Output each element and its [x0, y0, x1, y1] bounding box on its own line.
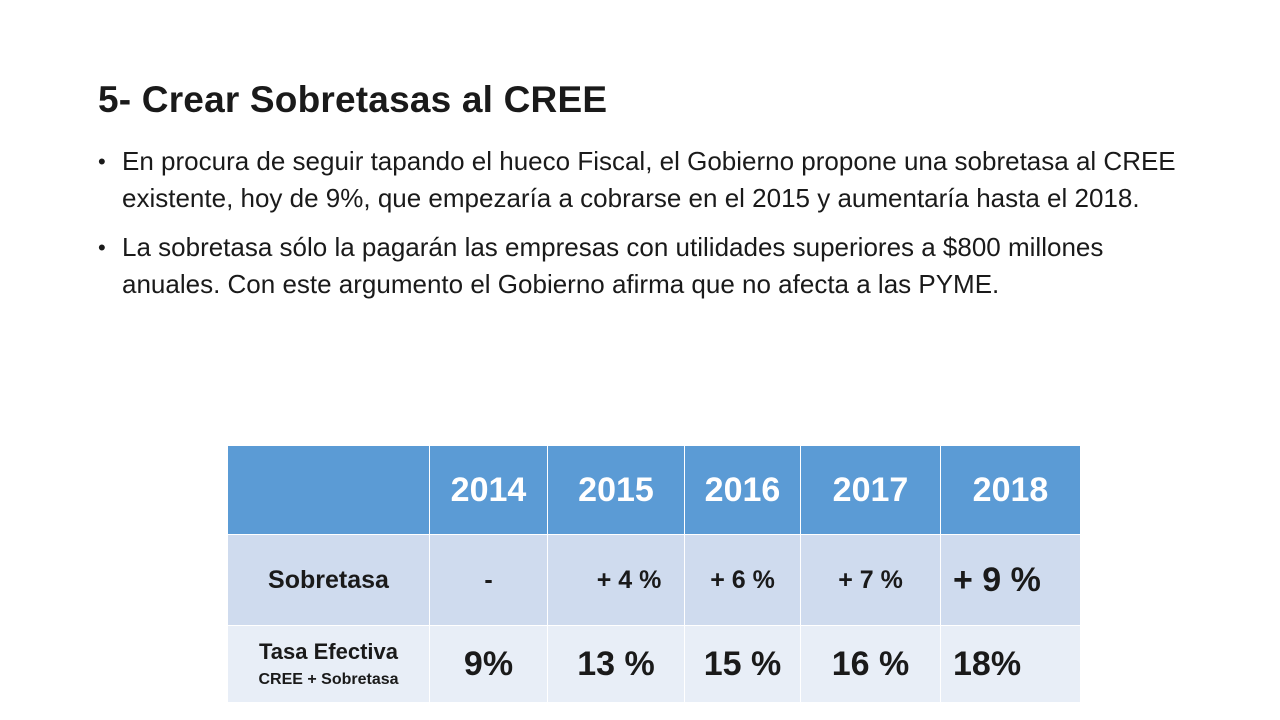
table-cell: 13 %	[547, 625, 685, 703]
slide-title: 5- Crear Sobretasas al CREE	[98, 79, 608, 120]
header-year: 2018	[940, 445, 1081, 535]
table-cell: + 7 %	[800, 534, 941, 626]
table-cell: 18%	[940, 625, 1081, 703]
bullet-icon: •	[98, 235, 106, 260]
header-year: 2014	[429, 445, 548, 535]
bullet-item: • La sobretasa sólo la pagarán las empre…	[98, 229, 1198, 303]
table-cell: 15 %	[684, 625, 801, 703]
row-label: Tasa Efectiva CREE + Sobretasa	[227, 625, 430, 703]
table-row: Sobretasa - + 4 % + 6 % + 7 % + 9 %	[227, 534, 1081, 626]
table-header-row: 2014 2015 2016 2017 2018	[227, 445, 1081, 535]
bullet-text: En procura de seguir tapando el hueco Fi…	[122, 146, 1176, 213]
header-year: 2016	[684, 445, 801, 535]
row-sublabel: CREE + Sobretasa	[258, 670, 399, 688]
bullet-icon: •	[98, 149, 106, 174]
header-corner	[227, 445, 430, 535]
bullet-item: • En procura de seguir tapando el hueco …	[98, 143, 1198, 217]
rate-table: 2014 2015 2016 2017 2018 Sobretasa - + 4…	[227, 445, 1081, 703]
table-cell: + 4 %	[547, 534, 685, 626]
row-label-text: Tasa Efectiva	[258, 639, 398, 665]
row-label: Sobretasa	[227, 534, 430, 626]
table-cell: 9%	[429, 625, 548, 703]
table-cell: + 6 %	[684, 534, 801, 626]
table-cell: 16 %	[800, 625, 941, 703]
row-label-text: Sobretasa	[268, 565, 389, 594]
table-row: Tasa Efectiva CREE + Sobretasa 9% 13 % 1…	[227, 625, 1081, 703]
header-year: 2015	[547, 445, 685, 535]
table-cell: + 9 %	[940, 534, 1081, 626]
bullet-text: La sobretasa sólo la pagarán las empresa…	[122, 232, 1104, 299]
bullet-list: • En procura de seguir tapando el hueco …	[98, 143, 1198, 315]
header-year: 2017	[800, 445, 941, 535]
table-cell: -	[429, 534, 548, 626]
